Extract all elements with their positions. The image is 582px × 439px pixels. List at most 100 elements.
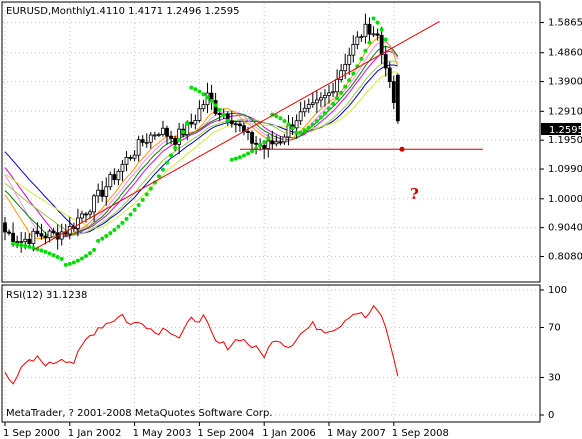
candle-body	[165, 127, 169, 137]
sar-dot	[165, 160, 169, 165]
candle-body	[314, 99, 319, 104]
candle-body	[161, 127, 165, 135]
candle-body	[335, 79, 340, 93]
sar-dot	[23, 243, 28, 248]
sar-dot	[205, 95, 210, 100]
candle-body	[140, 139, 145, 143]
candle-body	[375, 33, 380, 36]
sar-dot	[148, 186, 153, 191]
moving-average-line	[4, 50, 399, 238]
axes: 1.5865 1.4860 1.3900 1.2910 1.1950 1.0990 1.00…	[3, 18, 582, 439]
rsi-title: RSI(12) 31.1238	[6, 290, 87, 301]
sar-dot	[88, 251, 93, 256]
candle-body	[250, 132, 254, 144]
candle-body	[383, 54, 388, 69]
sar-dot	[140, 197, 145, 202]
candle-body	[363, 23, 368, 38]
sar-dot	[67, 261, 72, 266]
overlays	[33, 21, 483, 251]
sar-dot	[221, 113, 226, 118]
current-price-box	[541, 123, 581, 135]
sar-dot	[19, 243, 24, 248]
price-tick-label: 1.5865	[548, 18, 582, 29]
sar-dot	[335, 96, 340, 101]
sar-dot	[233, 156, 238, 161]
rsi-pane[interactable]	[1, 284, 541, 423]
candle-body	[80, 213, 84, 219]
sar-dot	[375, 20, 380, 25]
sar-dot	[92, 247, 97, 252]
candle-body	[27, 238, 32, 244]
sar-dot	[47, 251, 52, 256]
candle-body	[237, 123, 242, 127]
sar-dot	[241, 153, 246, 158]
candle-body	[339, 70, 344, 80]
sar-dot	[108, 231, 113, 236]
sar-dot	[217, 107, 222, 112]
sar-dot	[262, 140, 267, 145]
sar-dot	[79, 256, 84, 261]
candle-body	[88, 211, 92, 215]
candle-body	[387, 67, 392, 82]
sar-dot	[84, 254, 88, 259]
candle-body	[11, 232, 16, 242]
moving-average-line	[4, 71, 398, 229]
candle-body	[229, 120, 234, 125]
sar-dot	[290, 126, 295, 131]
candle-body	[108, 174, 113, 188]
sar-dot	[75, 258, 80, 263]
sar-dot	[128, 212, 133, 217]
sar-dot	[314, 119, 319, 124]
sar-dot	[209, 99, 214, 104]
sar-dot	[144, 192, 149, 197]
current-price-label: 1.2595	[549, 125, 582, 136]
sar-dot	[379, 27, 384, 32]
price-tick-label: 1.2910	[548, 106, 582, 117]
sar-dot	[274, 114, 279, 119]
candle-body	[189, 121, 194, 125]
price-title: EURUSD,Monthly	[6, 6, 91, 17]
candle-body	[92, 195, 96, 213]
moving-average-line	[4, 45, 399, 239]
sar-dot	[193, 87, 198, 92]
candle-body	[112, 174, 117, 181]
candle-body	[395, 74, 400, 122]
copyright: MetaTrader, ? 2001-2008 MetaQuotes Softw…	[6, 408, 272, 419]
time-tick-label: 1 Sep 2004	[197, 428, 254, 439]
candle-body	[169, 135, 173, 139]
sar-dot	[11, 241, 16, 246]
sar-dot	[136, 203, 141, 208]
candle-body	[327, 92, 331, 96]
candle-body	[197, 108, 202, 121]
sar-dot	[39, 248, 44, 253]
candle-body	[173, 138, 178, 145]
candle-body	[391, 81, 396, 104]
sar-dot	[15, 242, 20, 247]
ohlc-readout: 1.4110 1.4171 1.2496 1.2595	[90, 6, 240, 17]
sar-dot	[185, 121, 190, 126]
candle-body	[217, 113, 222, 116]
time-tick-label: 1 Sep 2000	[3, 428, 60, 439]
sar-dot	[371, 16, 376, 21]
rsi-series	[4, 304, 399, 385]
sar-dot	[63, 262, 68, 267]
sar-dot	[120, 220, 125, 225]
sar-dot	[363, 48, 368, 53]
candle-body	[193, 120, 198, 125]
candle-body	[359, 36, 364, 39]
price-tick-label: 0.8080	[548, 252, 582, 263]
candle-body	[47, 230, 52, 239]
sar-dot	[27, 244, 32, 249]
sar-dot	[71, 260, 76, 265]
sar-dot	[282, 118, 287, 123]
sar-dot	[254, 146, 259, 151]
price-tick-label: 1.4860	[548, 48, 582, 59]
sar-dot	[250, 149, 255, 154]
candle-body	[76, 217, 80, 229]
sar-dot	[156, 174, 161, 179]
rsi-tick-label: 30	[548, 373, 561, 384]
candle-body	[274, 141, 279, 145]
sar-dot	[189, 85, 194, 90]
